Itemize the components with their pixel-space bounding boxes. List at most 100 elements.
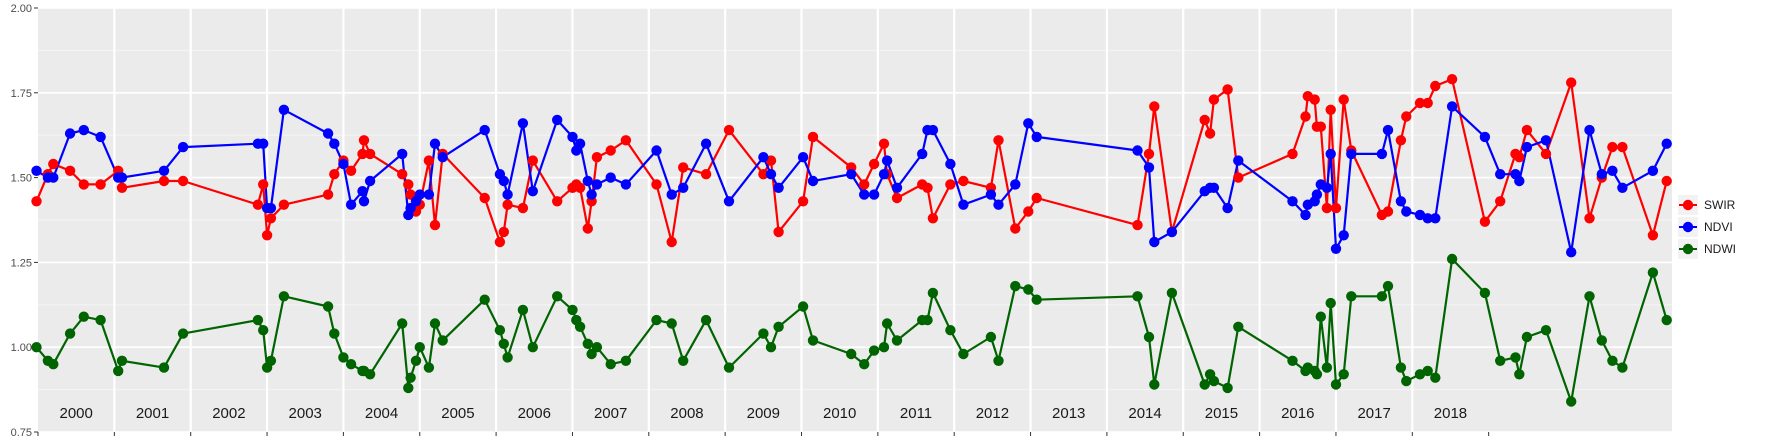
- data-point-ndwi: [498, 338, 509, 349]
- data-point-ndwi: [1330, 379, 1342, 390]
- data-point-ndwi: [479, 294, 490, 305]
- data-point-ndvi: [1208, 182, 1220, 193]
- data-point-swir: [993, 135, 1004, 146]
- data-point-ndvi: [881, 155, 893, 166]
- data-point-ndvi: [479, 124, 490, 136]
- data-point-ndvi: [1446, 101, 1458, 112]
- data-point-swir: [78, 179, 90, 190]
- data-point-swir: [31, 196, 42, 207]
- y-tick-label: 2.00: [11, 3, 32, 15]
- legend: SWIR NDVI NDWI: [1678, 195, 1736, 259]
- year-label: 2008: [670, 405, 703, 422]
- data-point-ndwi: [605, 359, 616, 370]
- data-point-ndvi: [620, 179, 632, 190]
- y-tick-label: 1.25: [11, 257, 32, 269]
- data-point-ndwi: [1495, 355, 1506, 366]
- data-point-ndwi: [552, 291, 563, 302]
- data-point-ndvi: [1617, 182, 1628, 193]
- y-tick-label: 0.75: [11, 427, 32, 439]
- data-point-ndwi: [1566, 396, 1577, 407]
- data-point-ndvi: [64, 128, 76, 139]
- data-point-swir: [859, 179, 870, 190]
- data-point-ndwi: [410, 355, 422, 366]
- data-point-ndvi: [1607, 165, 1618, 176]
- data-point-ndwi: [922, 314, 933, 326]
- data-point-ndvi: [1311, 189, 1323, 200]
- data-point-swir: [517, 202, 529, 214]
- data-point-ndwi: [1376, 291, 1388, 302]
- data-point-ndwi: [1315, 311, 1327, 322]
- y-tick-label: 1.00: [11, 342, 32, 354]
- data-point-ndwi: [1346, 291, 1357, 302]
- data-point-ndvi: [48, 172, 59, 183]
- data-point-ndvi: [1023, 118, 1034, 129]
- data-point-ndvi: [358, 196, 370, 207]
- data-point-swir: [1495, 196, 1506, 207]
- data-point-swir: [1617, 141, 1628, 153]
- data-point-swir: [345, 165, 357, 176]
- year-label: 2018: [1434, 405, 1467, 422]
- data-point-ndvi: [666, 189, 677, 200]
- data-point-ndvi: [423, 189, 435, 200]
- data-point-ndwi: [574, 321, 586, 332]
- data-point-swir: [265, 213, 277, 224]
- data-point-ndvi: [1422, 213, 1433, 224]
- data-point-swir: [773, 226, 784, 238]
- data-point-ndvi: [765, 169, 777, 180]
- data-point-ndwi: [1479, 287, 1491, 299]
- data-point-swir: [927, 213, 939, 224]
- data-point-ndwi: [927, 287, 939, 299]
- data-point-swir: [1321, 202, 1333, 214]
- data-point-swir: [1514, 152, 1525, 163]
- data-point-swir: [1430, 80, 1441, 92]
- data-point-ndwi: [429, 318, 441, 329]
- data-point-ndvi: [1430, 213, 1441, 224]
- data-point-ndvi: [807, 175, 819, 187]
- data-point-ndwi: [1208, 375, 1220, 387]
- data-point-ndvi: [846, 169, 857, 180]
- data-point-swir: [1382, 206, 1394, 217]
- data-point-swir: [177, 175, 189, 187]
- data-point-swir: [1149, 101, 1160, 112]
- data-point-ndwi: [1430, 372, 1441, 383]
- series-lines: [35, 78, 1668, 403]
- data-point-ndwi: [678, 355, 689, 366]
- series-line-ndvi: [35, 105, 1668, 254]
- data-point-swir: [261, 230, 273, 241]
- year-label: 2010: [823, 405, 856, 422]
- data-point-ndwi: [48, 359, 59, 370]
- data-point-ndvi: [1479, 131, 1491, 143]
- data-point-ndwi: [116, 355, 128, 366]
- data-point-ndwi: [1514, 369, 1525, 380]
- data-point-ndwi: [265, 355, 277, 366]
- data-point-ndwi: [758, 328, 769, 339]
- data-point-ndvi: [567, 131, 578, 143]
- data-point-ndvi: [1330, 243, 1342, 254]
- data-point-swir: [1338, 94, 1349, 105]
- data-point-ndwi: [878, 342, 890, 353]
- year-labels: 2000 2001 2002 2003 2004 2005 2006 2007 2008 2009…: [59, 405, 1467, 422]
- data-point-swir: [807, 131, 819, 143]
- data-point-swir: [397, 169, 408, 180]
- data-point-ndwi: [1166, 287, 1178, 299]
- data-point-ndwi: [620, 355, 632, 366]
- data-point-ndvi: [1233, 155, 1244, 166]
- data-point-swir: [1330, 202, 1342, 214]
- data-point-ndwi: [502, 352, 513, 363]
- data-point-ndvi: [527, 186, 538, 197]
- data-point-ndvi: [329, 138, 340, 149]
- series-points: [31, 74, 1672, 407]
- data-point-ndwi: [1132, 291, 1143, 302]
- data-point-ndvi: [1395, 196, 1407, 207]
- data-point-ndvi: [278, 104, 290, 116]
- data-point-ndvi: [1521, 141, 1533, 153]
- data-point-ndwi: [527, 342, 538, 353]
- data-point-swir: [1143, 148, 1155, 160]
- data-point-swir: [429, 219, 441, 231]
- data-point-ndvi: [1338, 230, 1349, 241]
- data-point-ndwi: [993, 355, 1004, 366]
- data-point-ndvi: [758, 152, 769, 163]
- data-point-ndwi: [364, 369, 376, 380]
- data-point-ndwi: [1661, 314, 1672, 326]
- data-point-ndwi: [437, 335, 448, 346]
